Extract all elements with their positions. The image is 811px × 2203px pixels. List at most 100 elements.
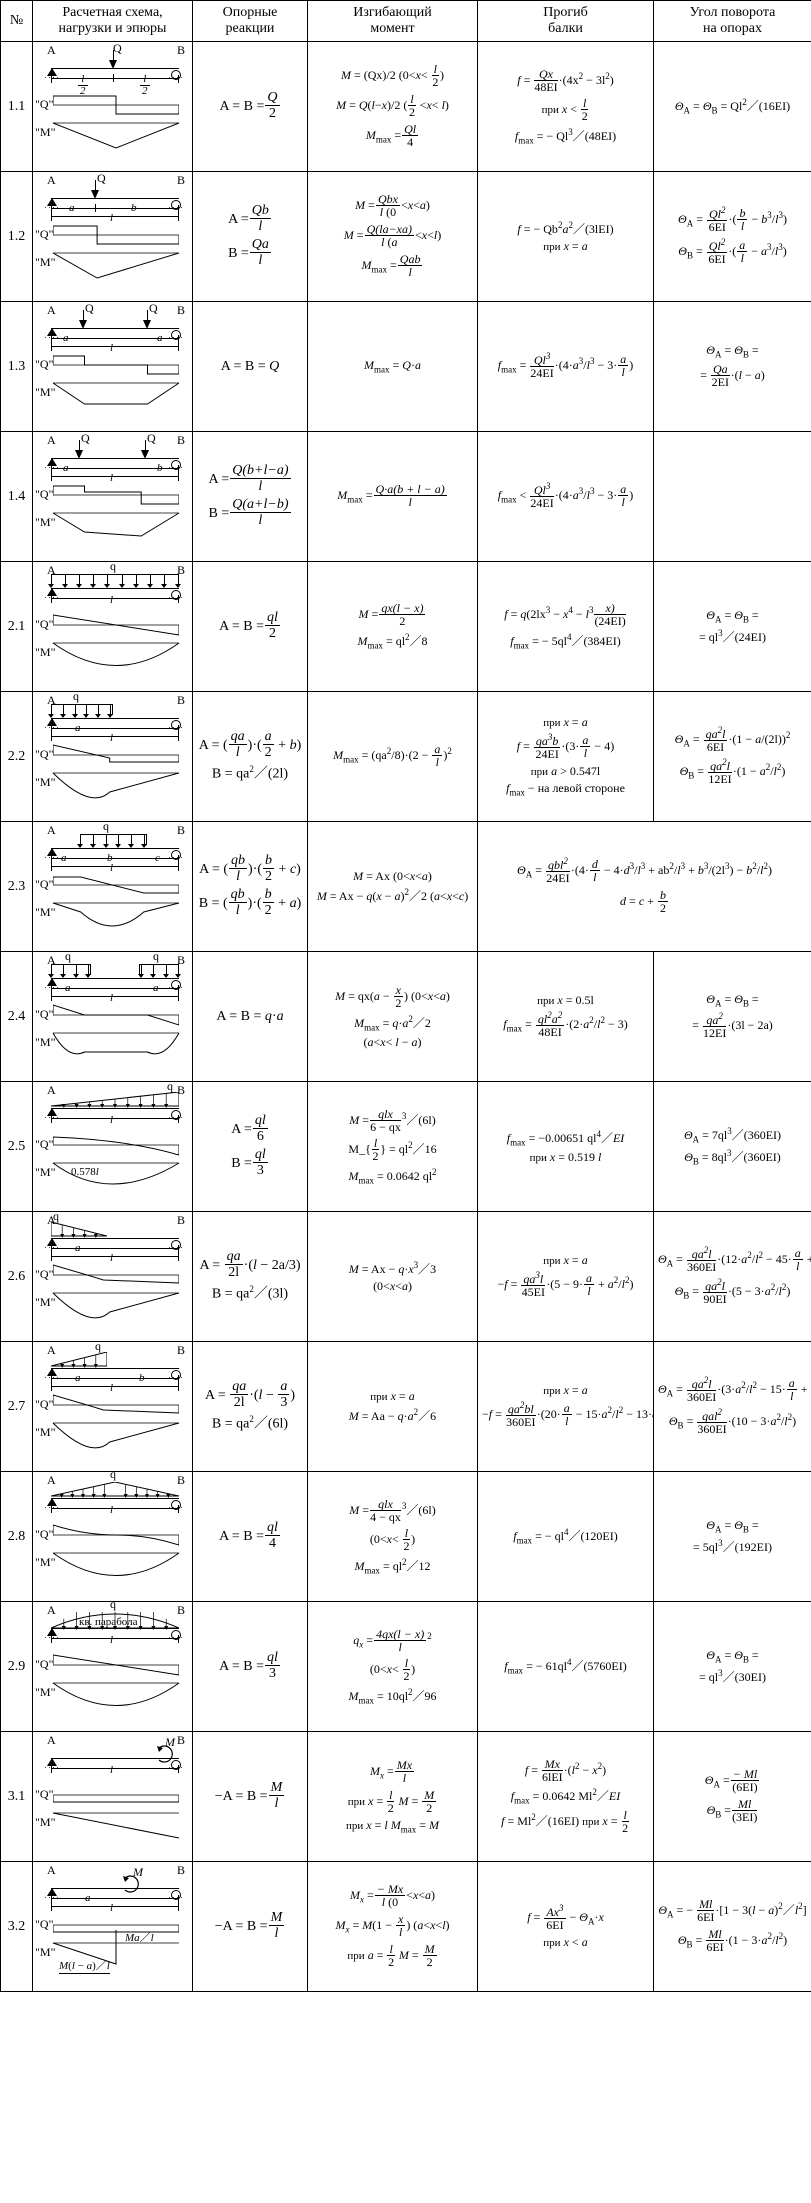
rotation-cell: ΘA = ΘB == qa212EI·(3l − 2a) xyxy=(654,952,811,1082)
diagram-cell: ABql"Q""M" xyxy=(33,1472,193,1602)
table-row: 1.4ABQQabl"Q""M"A =Q(b+l−a)lB =Q(a+l−b)l… xyxy=(1,432,811,562)
hdr-rot: Угол поворота на опорах xyxy=(654,1,811,42)
deflection-cell: f = Mx6lEI·(l2 − x2)fmax = 0.0642 Ml2／EI… xyxy=(478,1732,654,1862)
deflection-rotation-cell: ΘA = qbl224EI·(4·dl − 4·d3/l3 + ab2/l3 +… xyxy=(478,822,811,952)
moment-cell: M =qlx4 − qx3／(6l)(0<x< l2)Mmax = ql2／12 xyxy=(308,1472,478,1602)
deflection-cell: fmax = − 61ql4／(5760EI) xyxy=(478,1602,654,1732)
diagram-cell: ABql"Q""M" xyxy=(33,562,193,692)
reactions-cell: A = B =ql2 xyxy=(193,562,308,692)
table-row: 1.1ABQl2l2"Q""M"A = B =Q2M = (Qx)/2 (0<x… xyxy=(1,42,811,172)
deflection-cell: f = − Qb2a2／(3lEI)при x = a xyxy=(478,172,654,302)
table-row: 2.8ABql"Q""M"A = B =ql4M =qlx4 − qx3／(6l… xyxy=(1,1472,811,1602)
table-row: 2.9ABqкв. параболаl"Q""M"A = B =ql3qx =4… xyxy=(1,1602,811,1732)
moment-cell: Mmax = (qa2/8)·(2 − al)2 xyxy=(308,692,478,822)
row-number: 2.5 xyxy=(1,1082,33,1212)
deflection-cell: f = Ax36EI − ΘA·xпри x < a xyxy=(478,1862,654,1992)
reactions-cell: A = B = q·a xyxy=(193,952,308,1082)
hdr-num: № xyxy=(1,1,33,42)
deflection-cell: при x = a−f = qa2bl360EI·(20·al − 15·a2/… xyxy=(478,1342,654,1472)
table-row: 1.3ABQQaal"Q""M"A = B = QMmax = Q·afmax … xyxy=(1,302,811,432)
diagram-cell: ABqal"Q""M" xyxy=(33,692,193,822)
rotation-cell: ΘA = 7ql3／(360EI)ΘB = 8ql3／(360EI) xyxy=(654,1082,811,1212)
rotation-cell xyxy=(654,432,811,562)
diagram-cell: ABQl2l2"Q""M" xyxy=(33,42,193,172)
deflection-cell: при x = 0.5lfmax = ql2a248EI·(2·a2/l2 − … xyxy=(478,952,654,1082)
moment-cell: M = Ax (0<x<a)M = Ax − q(x − a)2／2 (a<x<… xyxy=(308,822,478,952)
reactions-cell: A = qa2l·(l − a3)B = qa2／(6l) xyxy=(193,1342,308,1472)
diagram-cell: ABM l"Q""M" xyxy=(33,1732,193,1862)
moment-cell: M = Ax − q·x3／3(0<x<a) xyxy=(308,1212,478,1342)
reactions-cell: A = B =Q2 xyxy=(193,42,308,172)
moment-cell: при x = aM = Aa − q·a2／6 xyxy=(308,1342,478,1472)
moment-cell: M =Qbxl (0<x<a)M =Q(la−xa)l (a<x<l)Mmax … xyxy=(308,172,478,302)
reactions-cell: A =ql6B =ql3 xyxy=(193,1082,308,1212)
deflection-cell: fmax < Ql324EI·(4·a3/l3 − 3·al) xyxy=(478,432,654,562)
diagram-cell: ABQQaal"Q""M" xyxy=(33,302,193,432)
reactions-cell: A = qa2l·(l − 2a/3)B = qa2／(3l) xyxy=(193,1212,308,1342)
row-number: 2.9 xyxy=(1,1602,33,1732)
deflection-cell: f = Qx48EI·(4x2 − 3l2)при x < l2fmax = −… xyxy=(478,42,654,172)
reactions-cell: A = (qbl)·(b2 + c)B = (qbl)·(b2 + a) xyxy=(193,822,308,952)
reactions-cell: −A = B =Ml xyxy=(193,1862,308,1992)
table-row: 3.2ABM al"Q""M"M(l − a)／lMa／l−A = B =MlM… xyxy=(1,1862,811,1992)
reactions-cell: A = B =ql3 xyxy=(193,1602,308,1732)
hdr-deflect: Прогиб балки xyxy=(478,1,654,42)
reactions-cell: A =Q(b+l−a)lB =Q(a+l−b)l xyxy=(193,432,308,562)
hdr-react: Опорные реакции xyxy=(193,1,308,42)
moment-cell: Mx =Mxlпри x = l2 M = M2при x = l Mmax =… xyxy=(308,1732,478,1862)
diagram-cell: ABqabl"Q""M" xyxy=(33,1342,193,1472)
row-number: 2.1 xyxy=(1,562,33,692)
table-row: 2.5ABql"Q""M"0.578lA =ql6B =ql3M =qlx6 −… xyxy=(1,1082,811,1212)
rotation-cell: ΘA = Ql26EI·(bl − b3/l3)ΘB = Ql26EI·(al … xyxy=(654,172,811,302)
table-row: 2.7ABqabl"Q""M"A = qa2l·(l − a3)B = qa2／… xyxy=(1,1342,811,1472)
reactions-cell: A = B = Q xyxy=(193,302,308,432)
moment-cell: Mx =− Mxl (0<x<a)Mx = M(1 − xl) (a<x<l)п… xyxy=(308,1862,478,1992)
diagram-cell: ABQabl"Q""M" xyxy=(33,172,193,302)
row-number: 1.2 xyxy=(1,172,33,302)
diagram-cell: ABqal"Q""M" xyxy=(33,1212,193,1342)
deflection-cell: при x = a−f = qa3l45EI·(5 − 9·al + a2/l2… xyxy=(478,1212,654,1342)
row-number: 3.2 xyxy=(1,1862,33,1992)
diagram-cell: ABql"Q""M"0.578l xyxy=(33,1082,193,1212)
deflection-cell: fmax = − ql4／(120EI) xyxy=(478,1472,654,1602)
row-number: 1.3 xyxy=(1,302,33,432)
rotation-cell: ΘA = ΘB == 5ql3／(192EI) xyxy=(654,1472,811,1602)
deflection-cell: fmax = Ql324EI·(4·a3/l3 − 3·al) xyxy=(478,302,654,432)
row-number: 1.1 xyxy=(1,42,33,172)
moment-cell: Mmax =Q·a(b + l − a)l xyxy=(308,432,478,562)
reactions-cell: −A = B =Ml xyxy=(193,1732,308,1862)
reactions-cell: A = (qal)·(a2 + b)B = qa2／(2l) xyxy=(193,692,308,822)
table-row: 2.4ABqqaal"Q""M"A = B = q·aM = qx(a − x2… xyxy=(1,952,811,1082)
rotation-cell: ΘA = ΘB = Ql2／(16EI) xyxy=(654,42,811,172)
moment-cell: Mmax = Q·a xyxy=(308,302,478,432)
row-number: 2.2 xyxy=(1,692,33,822)
reactions-cell: A = B =ql4 xyxy=(193,1472,308,1602)
rotation-cell: ΘA = qa2l6EI·(1 − a/(2l))2ΘB = qa2l12EI·… xyxy=(654,692,811,822)
row-number: 2.4 xyxy=(1,952,33,1082)
table-row: 2.3ABqabcl"Q""M"A = (qbl)·(b2 + c)B = (q… xyxy=(1,822,811,952)
row-number: 1.4 xyxy=(1,432,33,562)
deflection-cell: при x = af = qa3b24EI·(3·al − 4)при a > … xyxy=(478,692,654,822)
diagram-cell: ABQQabl"Q""M" xyxy=(33,432,193,562)
diagram-cell: ABqкв. параболаl"Q""M" xyxy=(33,1602,193,1732)
row-number: 2.8 xyxy=(1,1472,33,1602)
rotation-cell: ΘA = qa2l360EI·(12·a2/l2 − 45·al + 40)ΘB… xyxy=(654,1212,811,1342)
reactions-cell: A =QblB =Qal xyxy=(193,172,308,302)
table-row: 1.2ABQabl"Q""M"A =QblB =QalM =Qbxl (0<x<… xyxy=(1,172,811,302)
moment-cell: M =qlx6 − qx3／(6l)M_{l2} = ql2／16Mmax = … xyxy=(308,1082,478,1212)
header-row: № Расчетная схема, нагрузки и эпюры Опор… xyxy=(1,1,811,42)
table-row: 2.2ABqal"Q""M"A = (qal)·(a2 + b)B = qa2／… xyxy=(1,692,811,822)
rotation-cell: ΘA = ΘB == ql3／(30EI) xyxy=(654,1602,811,1732)
rotation-cell: ΘA =− Ml(6EI)ΘB =Ml(3EI) xyxy=(654,1732,811,1862)
row-number: 2.7 xyxy=(1,1342,33,1472)
beam-table: № Расчетная схема, нагрузки и эпюры Опор… xyxy=(0,0,811,1992)
moment-cell: M = qx(a − x2) (0<x<a)Mmax = q·a2／2(a<x<… xyxy=(308,952,478,1082)
deflection-cell: fmax = −0.00651 ql4／EIпри x = 0.519 l xyxy=(478,1082,654,1212)
hdr-moment: Изгибающий момент xyxy=(308,1,478,42)
rotation-cell: ΘA = qa2l360EI·(3·a2/l2 − 15·al + 20)ΘB … xyxy=(654,1342,811,1472)
rotation-cell: ΘA = − Ml6EI·[1 − 3(l − a)2／l2]ΘB = Ml6E… xyxy=(654,1862,811,1992)
rotation-cell: ΘA = ΘB == ql3／(24EI) xyxy=(654,562,811,692)
moment-cell: M = (Qx)/2 (0<x< l2)M = Q(l−x)/2 (l2 <x<… xyxy=(308,42,478,172)
table-row: 2.1ABql"Q""M"A = B =ql2M =qx(l − x)2Mmax… xyxy=(1,562,811,692)
diagram-cell: ABM al"Q""M"M(l − a)／lMa／l xyxy=(33,1862,193,1992)
